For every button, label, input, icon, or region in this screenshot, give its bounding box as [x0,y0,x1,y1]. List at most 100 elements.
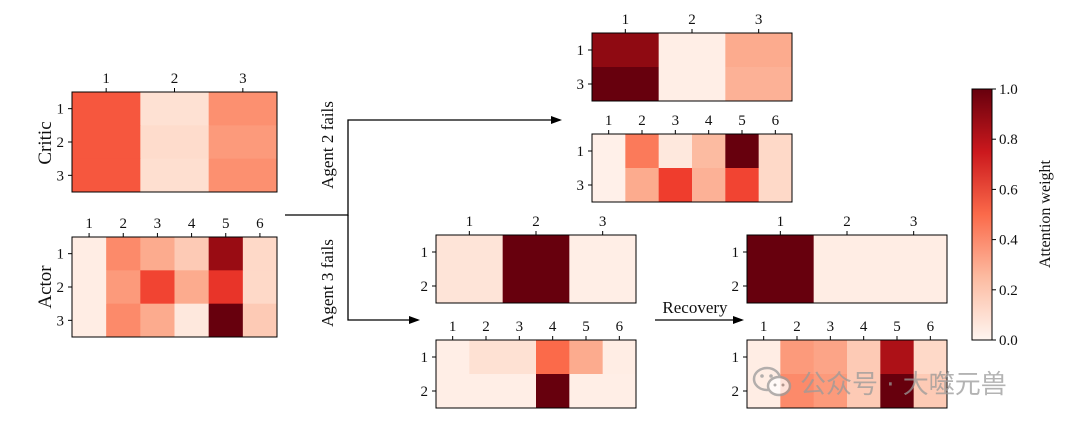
heatmap-cell [174,237,210,271]
x-tick-label: 4 [188,216,196,232]
heatmap-cell [536,340,570,375]
colorbar-tick-label: 0.2 [999,283,1018,299]
heatmap-cell [602,340,637,375]
x-tick-label: 5 [582,319,590,335]
x-tick-label: 3 [910,214,918,230]
heatmap-cell [725,134,760,169]
recovery-label: Recovery [662,298,728,317]
heatmap-cell [880,235,948,270]
heatmap-cell [72,237,107,271]
y-tick-label: 1 [732,350,740,366]
heatmap-frame [591,133,793,203]
heatmap-cell [72,92,141,126]
heatmap-cell [208,270,244,305]
colorbar-tick-label: 0.0 [999,333,1018,349]
agent2-fails-label: Agent 2 fails [318,101,337,189]
heatmap-cell [658,33,726,68]
heatmap-cell [913,374,948,409]
agent3-fails-actor-heatmap: 1 2 3 4 5 6 1 2 [421,319,637,409]
heatmap-cell [140,125,210,160]
x-tick-label: 6 [616,319,624,335]
heatmap-cell [106,303,141,338]
x-tick-label: 3 [599,214,607,230]
x-tick-label: 4 [549,319,557,335]
heatmap-cell [72,158,141,193]
heatmap-cell [725,168,760,203]
x-tick-label: 1 [760,319,768,335]
x-tick-label: 2 [532,214,540,230]
colorbar-tick-label: 0.8 [999,132,1018,148]
heatmap-cell [208,237,244,271]
x-tick-label: 6 [256,216,264,232]
heatmap-frame [435,339,637,409]
x-tick-label: 4 [860,319,868,335]
heatmap-cell [592,168,626,203]
heatmap-cell [174,303,210,338]
heatmap-cell [208,92,278,126]
heatmap-cell [813,235,881,270]
x-tick-label: 5 [222,216,230,232]
heatmap-cell [469,340,504,375]
heatmap-cell [106,237,141,271]
heatmap-cell [569,235,637,270]
heatmap-cell [592,134,626,169]
heatmap-cell [502,340,537,375]
x-tick-label: 2 [171,71,179,87]
heatmap-cell [502,235,570,270]
heatmap-cell [242,270,278,305]
heatmap-cell [692,134,726,169]
y-tick-label: 1 [421,350,429,366]
y-tick-label: 1 [577,43,585,59]
heatmap-cell [813,269,881,304]
agent2-fails-arrowhead [551,116,562,124]
heatmap-cell [625,134,660,169]
x-tick-label: 6 [772,113,780,129]
initial-critic-heatmap: 1 2 3 1 2 3 [57,71,278,193]
heatmap-cell [813,374,848,409]
heatmap-cell [569,374,604,409]
heatmap-cell [758,134,793,169]
y-tick-label: 1 [57,102,65,118]
y-tick-label: 3 [57,168,65,184]
x-tick-label: 1 [449,319,457,335]
heatmap-cell [725,67,793,102]
heatmap-cell [625,168,660,203]
row-labels: Critic Actor [35,121,56,308]
heatmap-cell [242,303,278,338]
x-tick-label: 1 [622,12,630,28]
heatmap-cell [140,92,210,126]
heatmap-cell [592,33,660,68]
y-tick-label: 3 [577,178,585,194]
heatmap-cell [140,237,175,271]
y-tick-label: 2 [421,279,429,295]
recovery-arrowhead [733,316,744,324]
heatmap-cell [692,168,726,203]
x-tick-label: 2 [120,216,128,232]
agent2-fails-arrow [285,119,560,216]
heatmap-cell [725,33,793,68]
agent3-fails-arrow [347,215,418,321]
heatmap-cell [208,158,278,193]
y-tick-label: 3 [577,77,585,93]
heatmap-cell [658,168,693,203]
x-tick-label: 1 [466,214,474,230]
heatmap-cell [208,303,244,338]
x-tick-label: 5 [738,113,746,129]
x-tick-label: 2 [688,12,696,28]
initial-actor-heatmap: 1 2 3 4 5 6 1 2 3 [57,216,278,338]
recovery-critic-heatmap: 1 2 3 1 2 [732,214,948,304]
agent3-fails-critic-heatmap: 1 2 3 1 2 [421,214,637,304]
heatmap-cell [602,374,637,409]
x-tick-label: 3 [239,71,247,87]
heatmap-cell [436,269,504,304]
heatmap-cell [140,303,175,338]
colorbar-gradient [971,88,993,341]
x-tick-label: 3 [827,319,835,335]
heatmap-cell [569,340,604,375]
heatmap-cell [913,340,948,375]
wechat-icon [752,366,792,397]
heatmap-cell [140,270,175,305]
y-tick-label: 1 [57,247,65,263]
